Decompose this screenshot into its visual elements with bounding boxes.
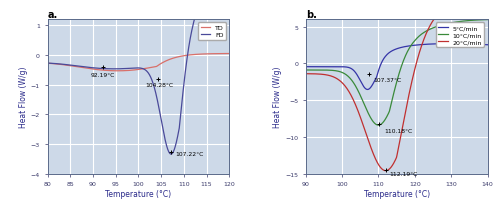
Legend: 5°C/min, 10°C/min, 20°C/min: 5°C/min, 10°C/min, 20°C/min <box>436 23 484 47</box>
TD <box>226 53 232 56</box>
TD <box>155 65 161 67</box>
TD <box>56 64 62 66</box>
TD <box>160 62 166 64</box>
20°C/min <box>383 170 389 172</box>
Text: 92.19°C: 92.19°C <box>90 72 115 77</box>
10°C/min <box>376 124 382 127</box>
10°C/min <box>408 44 414 47</box>
FD <box>44 62 51 65</box>
Text: a.: a. <box>48 10 58 20</box>
5°C/min <box>449 43 455 46</box>
FD <box>160 130 166 133</box>
5°C/min <box>414 45 420 47</box>
X-axis label: Temperature (°C): Temperature (°C) <box>106 189 172 198</box>
FD <box>155 102 161 104</box>
Line: 5°C/min: 5°C/min <box>306 44 488 90</box>
10°C/min <box>418 34 424 36</box>
20°C/min <box>441 8 447 11</box>
Text: 107.22°C: 107.22°C <box>176 151 204 156</box>
Line: TD: TD <box>48 54 230 72</box>
TD <box>202 54 207 56</box>
10°C/min <box>484 19 490 22</box>
TD <box>115 70 121 73</box>
10°C/min <box>314 69 320 72</box>
Legend: TD, FD: TD, FD <box>198 23 226 41</box>
20°C/min <box>302 73 308 76</box>
Text: 107.37°C: 107.37°C <box>373 77 401 82</box>
20°C/min <box>418 45 424 47</box>
TD <box>182 55 188 57</box>
20°C/min <box>414 63 420 65</box>
FD <box>150 83 156 85</box>
20°C/min <box>408 82 414 85</box>
Text: 110.18°C: 110.18°C <box>384 128 412 133</box>
5°C/min <box>364 89 370 91</box>
10°C/min <box>302 69 308 72</box>
Y-axis label: Heat Flow (W/g): Heat Flow (W/g) <box>274 66 282 127</box>
5°C/min <box>441 43 447 46</box>
TD <box>44 63 51 65</box>
FD <box>182 69 188 71</box>
Line: 10°C/min: 10°C/min <box>306 21 488 125</box>
10°C/min <box>414 39 420 41</box>
Text: 104.28°C: 104.28°C <box>145 83 173 88</box>
20°C/min <box>314 73 320 76</box>
5°C/min <box>418 44 424 46</box>
Text: 112.19°C: 112.19°C <box>390 171 417 177</box>
10°C/min <box>460 21 466 23</box>
Y-axis label: Heat Flow (W/g): Heat Flow (W/g) <box>19 66 28 127</box>
Line: FD: FD <box>48 0 230 154</box>
FD <box>56 63 62 66</box>
10°C/min <box>441 24 447 26</box>
5°C/min <box>408 45 414 47</box>
5°C/min <box>460 43 466 46</box>
FD <box>168 153 174 156</box>
Text: b.: b. <box>306 10 316 20</box>
TD <box>150 66 156 69</box>
5°C/min <box>302 66 308 68</box>
5°C/min <box>484 44 490 47</box>
Line: 20°C/min: 20°C/min <box>306 0 488 171</box>
5°C/min <box>314 66 320 68</box>
X-axis label: Temperature (°C): Temperature (°C) <box>364 189 430 198</box>
